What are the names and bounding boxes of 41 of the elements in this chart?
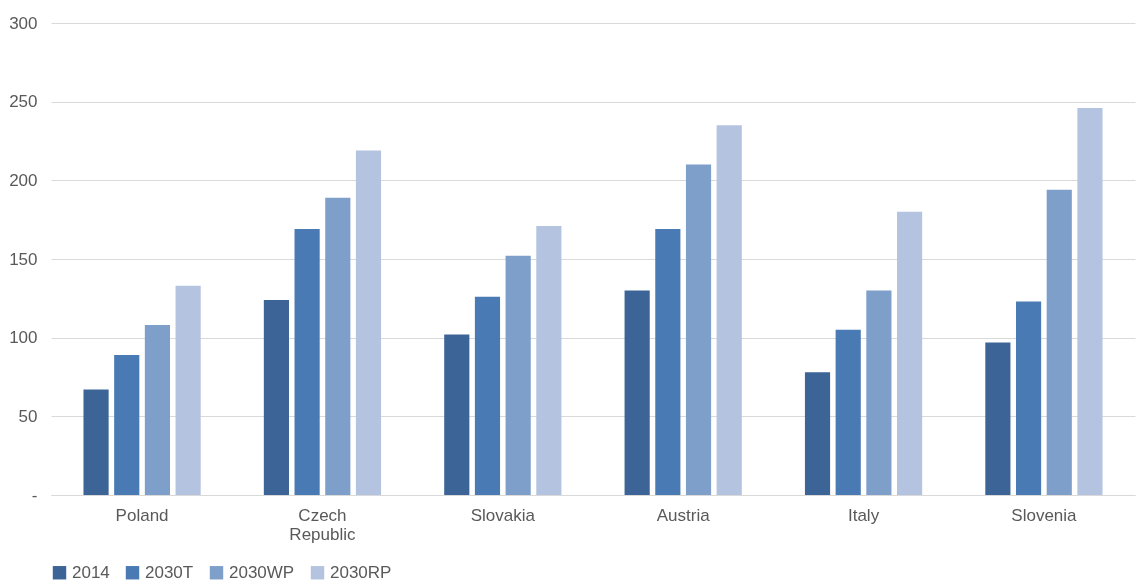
bar	[474, 296, 501, 495]
bar	[1015, 301, 1042, 495]
x-tick-label: Austria	[656, 505, 711, 525]
bar	[355, 150, 382, 495]
legend-label: 2030WP	[229, 562, 295, 582]
legend-label: 2014	[72, 562, 110, 582]
y-tick-label: 200	[9, 170, 38, 190]
x-tick-label: Czech Republic	[289, 505, 357, 544]
bar	[536, 225, 562, 495]
bar	[835, 329, 861, 495]
bar	[1046, 189, 1072, 495]
y-tick-label: 150	[9, 249, 38, 269]
bar	[655, 229, 681, 495]
y-tick-label: 300	[9, 13, 38, 33]
legend-label: 2030RP	[330, 562, 392, 582]
bar	[83, 389, 109, 495]
bar	[444, 334, 470, 495]
y-tick-label: 50	[18, 406, 38, 426]
bar	[175, 285, 201, 495]
bar	[294, 229, 320, 495]
bar	[1077, 107, 1103, 495]
bar	[505, 255, 531, 495]
bar	[897, 211, 923, 495]
bar	[716, 125, 742, 495]
y-tick-label: -	[31, 485, 38, 505]
bar	[325, 197, 351, 495]
bar	[685, 164, 712, 495]
bar	[144, 325, 171, 495]
x-tick-label: Slovenia	[1011, 505, 1078, 525]
bar	[985, 342, 1011, 495]
x-tick-label: Italy	[847, 505, 880, 525]
x-tick-label: Poland	[115, 505, 169, 525]
x-tick-label: Slovakia	[470, 505, 536, 525]
y-tick-label: 100	[9, 328, 38, 348]
bar	[114, 354, 140, 495]
legend-label: 2030T	[145, 562, 194, 582]
bar	[263, 299, 289, 495]
y-tick-label: 250	[9, 92, 38, 112]
bar	[866, 290, 892, 495]
bar	[804, 372, 831, 495]
bar	[624, 290, 650, 495]
